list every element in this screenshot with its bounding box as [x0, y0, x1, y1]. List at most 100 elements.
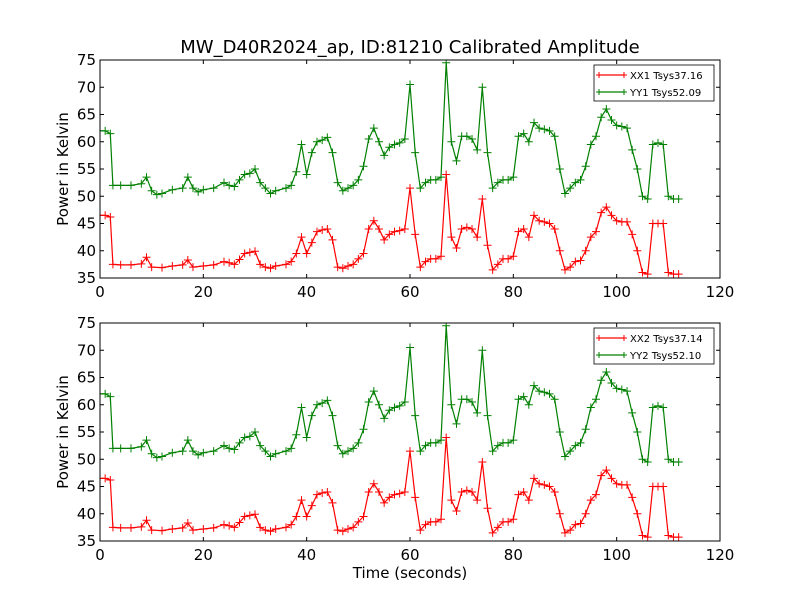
- data-point-marker: [473, 233, 482, 242]
- data-point-marker: [235, 438, 244, 447]
- data-point-marker: [638, 455, 647, 464]
- data-point-marker: [607, 211, 616, 220]
- data-point-marker: [349, 523, 358, 532]
- data-point-marker: [555, 509, 564, 518]
- data-point-marker: [333, 178, 342, 187]
- data-point-marker: [488, 528, 497, 537]
- data-point-marker: [416, 263, 425, 272]
- data-point-marker: [178, 523, 187, 532]
- data-point-marker: [359, 512, 368, 521]
- data-point-marker: [623, 387, 631, 396]
- data-point-marker: [493, 260, 502, 269]
- data-point-marker: [586, 233, 595, 242]
- series-1-2: [100, 60, 683, 203]
- data-point-marker: [282, 523, 290, 532]
- data-point-marker: [519, 392, 528, 401]
- data-point-marker: [266, 452, 275, 461]
- data-point-marker: [607, 115, 616, 124]
- data-point-marker: [328, 148, 337, 157]
- data-point-marker: [287, 444, 296, 453]
- x-tick-label: 120: [706, 546, 735, 564]
- y-axis-label: Power in Kelvin: [54, 375, 72, 489]
- data-point-marker: [158, 452, 166, 461]
- data-point-marker: [674, 270, 683, 278]
- chart-panel-1: 0 20 40 60 80 100 120 35 40 45 50 55 60 65 70 75 Power i…: [54, 51, 734, 301]
- data-point-marker: [313, 137, 321, 146]
- data-point-marker: [555, 165, 564, 173]
- data-point-marker: [540, 480, 549, 489]
- data-point-marker: [493, 441, 502, 450]
- data-point-marker: [576, 438, 585, 447]
- data-point-marker: [566, 184, 575, 193]
- data-point-marker: [592, 132, 600, 141]
- data-point-marker: [385, 230, 394, 239]
- data-point-marker: [452, 419, 461, 428]
- data-point-marker: [416, 526, 425, 535]
- data-point-marker: [493, 178, 502, 187]
- data-point-marker: [462, 395, 471, 404]
- data-point-marker: [116, 523, 125, 532]
- data-point-marker: [302, 170, 311, 179]
- data-point-marker: [199, 525, 208, 534]
- panels: 0 20 40 60 80 100 120 35 40 45 50 55 60 65 70 75 Power i…: [54, 51, 734, 582]
- x-tick-label: 100: [602, 546, 631, 564]
- data-point-marker: [323, 224, 332, 233]
- data-point-marker: [674, 457, 683, 466]
- data-point-marker: [509, 436, 518, 445]
- data-point-marker: [586, 140, 595, 149]
- data-point-marker: [411, 230, 420, 239]
- data-point-marker: [576, 175, 585, 184]
- data-point-marker: [101, 126, 110, 135]
- data-point-marker: [245, 169, 254, 178]
- legend-label: XX1 Tsys37.16: [630, 71, 703, 82]
- data-point-marker: [230, 523, 239, 532]
- data-point-marker: [318, 399, 327, 408]
- x-tick-label: 0: [95, 283, 105, 301]
- data-point-marker: [659, 482, 668, 491]
- data-point-marker: [421, 178, 430, 187]
- data-point-marker: [364, 487, 373, 496]
- data-point-marker: [183, 256, 192, 265]
- data-point-marker: [101, 474, 110, 483]
- series-line: [100, 325, 679, 463]
- data-point-marker: [566, 447, 575, 456]
- y-tick-label: 70: [77, 341, 96, 359]
- x-tick-label: 80: [504, 546, 523, 564]
- data-point-marker: [158, 189, 166, 198]
- data-point-marker: [266, 527, 275, 536]
- data-point-marker: [101, 389, 110, 398]
- data-point-marker: [586, 496, 595, 505]
- data-point-marker: [261, 184, 270, 193]
- legend-label: YY2 Tsys52.10: [629, 351, 701, 362]
- data-point-marker: [623, 217, 631, 226]
- data-point-marker: [612, 216, 621, 225]
- data-point-marker: [271, 262, 280, 271]
- data-point-marker: [473, 408, 482, 417]
- data-point-marker: [178, 260, 187, 269]
- data-point-marker: [359, 249, 368, 258]
- data-point-marker: [209, 447, 218, 456]
- data-point-marker: [108, 523, 117, 532]
- data-point-marker: [406, 184, 414, 193]
- data-point-marker: [261, 447, 270, 456]
- data-point-marker: [457, 487, 466, 496]
- data-point-marker: [643, 533, 652, 541]
- data-point-marker: [380, 414, 389, 423]
- data-point-marker: [256, 523, 265, 532]
- data-point-marker: [400, 487, 409, 496]
- data-point-marker: [369, 124, 378, 133]
- data-point-marker: [220, 178, 228, 187]
- data-point-marker: [220, 257, 228, 266]
- data-point-marker: [328, 411, 337, 420]
- data-point-marker: [617, 385, 626, 394]
- data-point-marker: [581, 162, 590, 171]
- data-point-marker: [282, 184, 290, 193]
- x-tick-label: 100: [602, 283, 631, 301]
- data-point-marker: [220, 441, 228, 450]
- data-point-marker: [189, 526, 197, 535]
- data-point-marker: [488, 265, 497, 274]
- data-point-marker: [674, 194, 683, 203]
- data-point-marker: [581, 509, 590, 518]
- data-point-marker: [127, 444, 135, 453]
- data-point-marker: [597, 376, 606, 385]
